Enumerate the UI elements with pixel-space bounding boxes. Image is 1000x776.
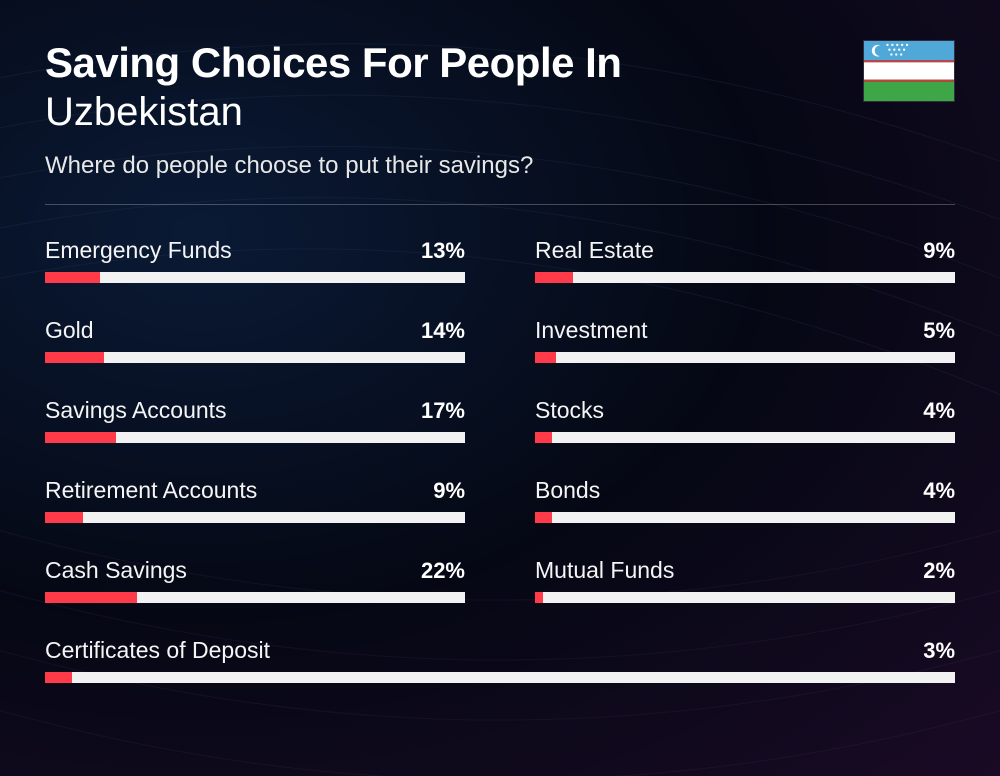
bar-track — [45, 432, 465, 443]
bar-value: 9% — [433, 478, 465, 504]
page-title: Saving Choices For People In — [45, 40, 955, 86]
bar-fill — [45, 432, 116, 443]
bar-item: Gold 14% — [45, 317, 465, 363]
bar-value: 17% — [421, 398, 465, 424]
bar-track — [45, 352, 465, 363]
bar-item: Cash Savings 22% — [45, 557, 465, 603]
bar-label: Retirement Accounts — [45, 477, 257, 504]
subtitle: Where do people choose to put their savi… — [45, 152, 955, 180]
bar-fill — [535, 512, 552, 523]
bar-item: Certificates of Deposit 3% — [45, 637, 955, 683]
bar-fill — [45, 512, 83, 523]
bar-label: Stocks — [535, 397, 604, 424]
bar-value: 4% — [923, 398, 955, 424]
bar-item-head: Stocks 4% — [535, 397, 955, 424]
chart-grid: Emergency Funds 13% Real Estate 9% Gold 14% In… — [45, 237, 955, 683]
header: Saving Choices For People In Uzbekistan … — [45, 40, 955, 180]
bar-track — [535, 352, 955, 363]
bar-label: Emergency Funds — [45, 237, 232, 264]
bar-value: 5% — [923, 318, 955, 344]
bar-track — [535, 432, 955, 443]
bar-value: 13% — [421, 238, 465, 264]
bar-fill — [45, 672, 72, 683]
bar-item: Mutual Funds 2% — [535, 557, 955, 603]
flag-icon — [863, 40, 955, 102]
bar-item: Savings Accounts 17% — [45, 397, 465, 443]
bar-item: Investment 5% — [535, 317, 955, 363]
bar-fill — [535, 592, 543, 603]
bar-track — [535, 272, 955, 283]
bar-track — [535, 592, 955, 603]
bar-item-head: Savings Accounts 17% — [45, 397, 465, 424]
bar-track — [45, 512, 465, 523]
bar-label: Investment — [535, 317, 648, 344]
title-country: Uzbekistan — [45, 90, 955, 134]
bar-fill — [45, 272, 100, 283]
bar-label: Mutual Funds — [535, 557, 674, 584]
bar-value: 9% — [923, 238, 955, 264]
bar-item-head: Mutual Funds 2% — [535, 557, 955, 584]
bar-item-head: Retirement Accounts 9% — [45, 477, 465, 504]
bar-item: Bonds 4% — [535, 477, 955, 523]
bar-track — [535, 512, 955, 523]
bar-item: Emergency Funds 13% — [45, 237, 465, 283]
bar-track — [45, 272, 465, 283]
bar-item: Real Estate 9% — [535, 237, 955, 283]
bar-track — [45, 672, 955, 683]
bar-item-head: Investment 5% — [535, 317, 955, 344]
bar-item: Retirement Accounts 9% — [45, 477, 465, 523]
bar-fill — [535, 432, 552, 443]
bar-value: 4% — [923, 478, 955, 504]
bar-label: Certificates of Deposit — [45, 637, 270, 664]
bar-value: 14% — [421, 318, 465, 344]
bar-fill — [535, 352, 556, 363]
bar-fill — [535, 272, 573, 283]
bar-label: Bonds — [535, 477, 600, 504]
bar-value: 2% — [923, 558, 955, 584]
bar-track — [45, 592, 465, 603]
bar-label: Real Estate — [535, 237, 654, 264]
bar-fill — [45, 352, 104, 363]
divider — [45, 204, 955, 205]
bar-item-head: Real Estate 9% — [535, 237, 955, 264]
bar-item: Stocks 4% — [535, 397, 955, 443]
bar-item-head: Emergency Funds 13% — [45, 237, 465, 264]
bar-label: Savings Accounts — [45, 397, 227, 424]
bar-fill — [45, 592, 137, 603]
bar-item-head: Cash Savings 22% — [45, 557, 465, 584]
bar-label: Cash Savings — [45, 557, 187, 584]
bar-label: Gold — [45, 317, 94, 344]
bar-item-head: Bonds 4% — [535, 477, 955, 504]
bar-value: 3% — [923, 638, 955, 664]
bar-item-head: Gold 14% — [45, 317, 465, 344]
bar-value: 22% — [421, 558, 465, 584]
bar-item-head: Certificates of Deposit 3% — [45, 637, 955, 664]
